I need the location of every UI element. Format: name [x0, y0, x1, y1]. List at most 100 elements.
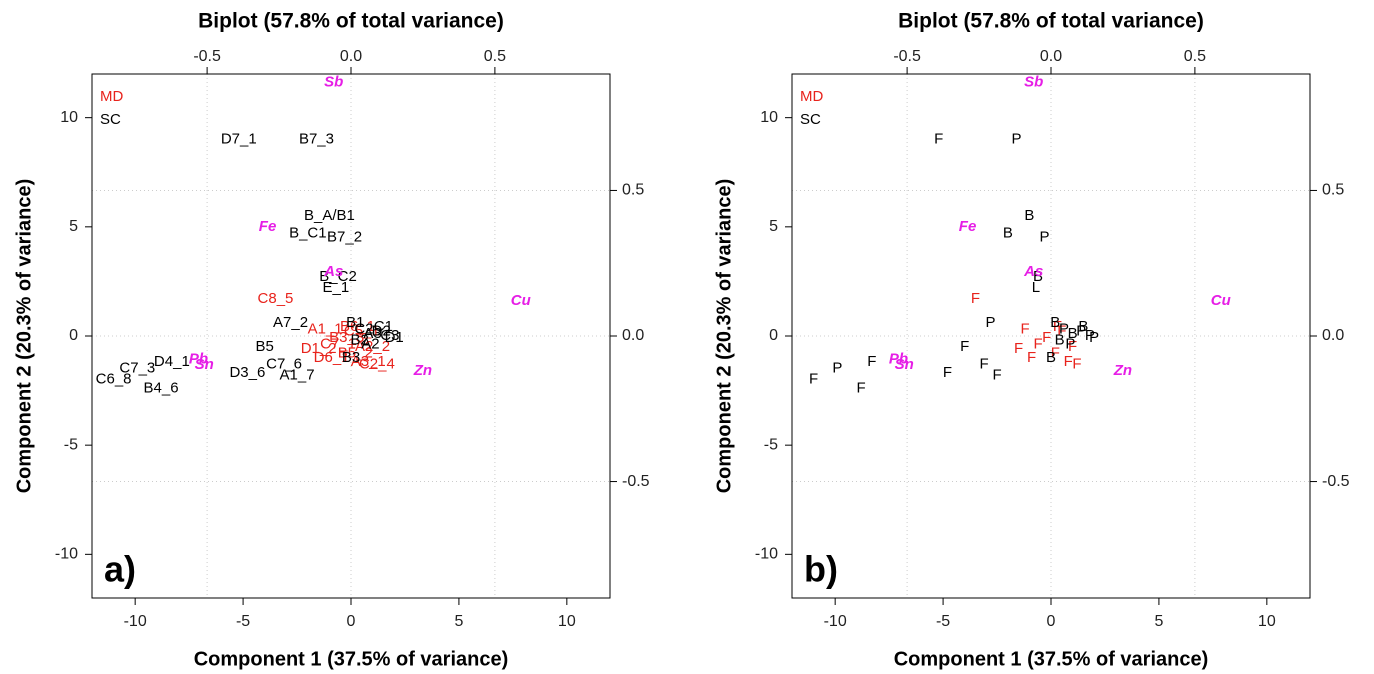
loading-label: Cu: [1211, 292, 1231, 309]
point-label: F: [971, 290, 980, 307]
point-label: F: [1064, 353, 1073, 370]
chart-title: Biplot (57.8% of total variance): [898, 10, 1204, 33]
point-label: A2_2: [355, 338, 390, 355]
point-label: D3_6: [229, 364, 265, 381]
point-label: L: [1032, 279, 1040, 296]
point-label: P: [1085, 327, 1095, 344]
loading-label: Sn: [195, 356, 214, 373]
point-label: C7_1: [320, 336, 356, 353]
point-label: F: [934, 130, 943, 147]
y2-tick-label: -0.5: [1322, 473, 1350, 490]
y2-tick-label: 0.5: [622, 182, 644, 199]
legend-entry: MD: [100, 88, 123, 105]
point-label: F: [1027, 349, 1036, 366]
y-tick-label: -5: [764, 436, 778, 453]
point-label: B4_6: [144, 379, 179, 396]
x-tick-label: 0: [347, 613, 356, 630]
point-label: C2: [354, 320, 373, 337]
point-label: F: [1072, 355, 1081, 372]
point-label: B3_3: [329, 329, 364, 346]
point-label: C7_3: [119, 360, 155, 377]
point-label: P: [986, 314, 996, 331]
y-tick-label: 0: [69, 327, 78, 344]
point-label: B_C1: [289, 224, 327, 241]
x2-tick-label: -0.5: [193, 48, 221, 65]
y-tick-label: 0: [769, 327, 778, 344]
point-label: B3: [342, 349, 360, 366]
point-label: F: [1042, 329, 1051, 346]
x-tick-label: 10: [1258, 613, 1276, 630]
point-label: P: [1011, 130, 1021, 147]
point-label: B5_2: [338, 344, 373, 361]
point-label: B: [1068, 325, 1078, 342]
point-label: P: [1076, 323, 1086, 340]
point-label: P: [1059, 320, 1069, 337]
x-tick-label: -5: [236, 613, 250, 630]
x2-tick-label: -0.5: [893, 48, 921, 65]
loading-label: Fe: [959, 218, 977, 235]
point-label: C3: [380, 327, 399, 344]
point-label: B: [1050, 314, 1060, 331]
point-label: F: [1014, 340, 1023, 357]
loading-label: Pb: [189, 350, 208, 367]
legend-entry: SC: [800, 111, 821, 128]
x-tick-label: 10: [558, 613, 576, 630]
point-label: B2: [350, 331, 368, 348]
x2-tick-label: 0.5: [484, 48, 506, 65]
loading-label: Zn: [1113, 362, 1132, 379]
legend-entry: MD: [800, 88, 823, 105]
point-label: B: [1003, 224, 1013, 241]
loading-label: As: [1023, 263, 1043, 280]
point-label: C7_6: [266, 355, 302, 372]
point-label: D1: [385, 329, 404, 346]
point-label: A1_7: [280, 366, 315, 383]
x-tick-label: 5: [1154, 613, 1163, 630]
chart-title: Biplot (57.8% of total variance): [198, 10, 504, 33]
panel-label: a): [104, 549, 136, 590]
point-label: A2: [361, 336, 379, 353]
point-label: B6_1: [340, 318, 375, 335]
y-tick-label: 10: [760, 109, 778, 126]
point-label: B: [1046, 349, 1056, 366]
point-label: B1: [346, 314, 364, 331]
point-label: B7_2: [327, 229, 362, 246]
y-axis-label: Component 2 (20.3% of variance): [713, 179, 735, 494]
y-tick-label: -5: [64, 436, 78, 453]
y-tick-label: 10: [60, 109, 78, 126]
point-label: B5: [255, 338, 273, 355]
point-label: P: [832, 360, 842, 377]
point-label: F: [1021, 320, 1030, 337]
loading-label: Sb: [1024, 74, 1043, 91]
y-tick-label: -10: [55, 546, 78, 563]
y2-tick-label: 0.0: [1322, 327, 1344, 344]
point-label: F: [1033, 336, 1042, 353]
y2-tick-label: -0.5: [622, 473, 650, 490]
y-tick-label: 5: [69, 218, 78, 235]
point-label: A3: [363, 325, 381, 342]
point-label: A7_2: [273, 314, 308, 331]
point-label: A3_1: [351, 353, 386, 370]
point-label: F: [960, 338, 969, 355]
point-label: P: [1040, 229, 1050, 246]
x-tick-label: 5: [454, 613, 463, 630]
point-label: D4_1: [154, 353, 190, 370]
point-label: F: [809, 371, 818, 388]
x-tick-label: -10: [824, 613, 847, 630]
loading-label: Zn: [413, 362, 432, 379]
x-tick-label: -10: [124, 613, 147, 630]
loading-label: Cu: [511, 292, 531, 309]
point-label: B7_3: [299, 130, 334, 147]
point-label: F: [1068, 338, 1077, 355]
x-tick-label: 0: [1047, 613, 1056, 630]
point-label: B_A/B1: [304, 207, 355, 224]
point-label: D2: [372, 323, 391, 340]
loading-label: As: [323, 263, 343, 280]
point-label: F: [867, 353, 876, 370]
y2-tick-label: 0.5: [1322, 182, 1344, 199]
y-tick-label: 5: [769, 218, 778, 235]
x2-tick-label: 0.5: [1184, 48, 1206, 65]
x-axis-label: Component 1 (37.5% of variance): [194, 648, 509, 670]
point-label: B: [1055, 331, 1065, 348]
panel-label: b): [804, 549, 838, 590]
point-label: D1_2: [301, 340, 337, 357]
